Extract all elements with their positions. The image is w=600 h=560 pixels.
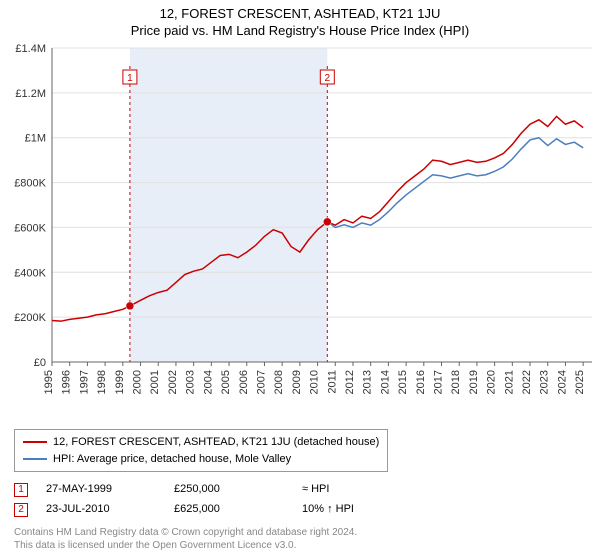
svg-text:2012: 2012 <box>344 370 356 394</box>
copyright-line: Contains HM Land Registry data © Crown c… <box>14 526 586 539</box>
transaction-date: 23-JUL-2010 <box>46 500 156 520</box>
svg-text:2006: 2006 <box>238 370 250 394</box>
svg-text:2016: 2016 <box>415 370 427 394</box>
svg-text:2022: 2022 <box>521 370 533 394</box>
svg-text:2002: 2002 <box>167 370 179 394</box>
copyright: Contains HM Land Registry data © Crown c… <box>14 526 586 552</box>
chart-title: 12, FOREST CRESCENT, ASHTEAD, KT21 1JU <box>0 0 600 21</box>
chart-svg: £0 £200K £400K £600K £800K £1M £1.2M £1.4M 1995 1… <box>0 42 600 425</box>
svg-text:2: 2 <box>325 73 331 84</box>
transaction-row: 1 27-MAY-1999 £250,000 ≈ HPI <box>14 480 586 500</box>
svg-text:1995: 1995 <box>43 370 55 394</box>
svg-text:£600K: £600K <box>14 222 46 234</box>
transaction-row: 2 23-JUL-2010 £625,000 10% ↑ HPI <box>14 500 586 520</box>
svg-text:2014: 2014 <box>379 370 391 394</box>
svg-text:2025: 2025 <box>574 370 586 394</box>
svg-text:2018: 2018 <box>450 370 462 394</box>
svg-text:2000: 2000 <box>132 370 144 394</box>
svg-text:£400K: £400K <box>14 267 46 279</box>
svg-text:1996: 1996 <box>61 370 73 394</box>
transaction-delta: ≈ HPI <box>302 480 329 500</box>
svg-text:2013: 2013 <box>362 370 374 394</box>
transaction-list: 1 27-MAY-1999 £250,000 ≈ HPI 2 23-JUL-20… <box>14 480 586 520</box>
svg-text:2024: 2024 <box>556 370 568 394</box>
svg-text:1999: 1999 <box>114 370 126 394</box>
svg-text:£200K: £200K <box>14 312 46 324</box>
transaction-delta: 10% ↑ HPI <box>302 500 354 520</box>
svg-text:£1.2M: £1.2M <box>15 88 46 100</box>
svg-text:£800K: £800K <box>14 178 46 190</box>
svg-text:1997: 1997 <box>78 370 90 394</box>
legend: 12, FOREST CRESCENT, ASHTEAD, KT21 1JU (… <box>14 429 388 472</box>
copyright-line: This data is licensed under the Open Gov… <box>14 539 586 552</box>
svg-text:2003: 2003 <box>185 370 197 394</box>
legend-swatch-hpi <box>23 458 47 460</box>
legend-label-hpi: HPI: Average price, detached house, Mole… <box>53 451 291 468</box>
transaction-date: 27-MAY-1999 <box>46 480 156 500</box>
svg-text:2010: 2010 <box>309 370 321 394</box>
legend-swatch-property <box>23 441 47 443</box>
svg-text:2019: 2019 <box>468 370 480 394</box>
chart-subtitle: Price paid vs. HM Land Registry's House … <box>0 21 600 42</box>
svg-text:2015: 2015 <box>397 370 409 394</box>
svg-text:£1M: £1M <box>25 133 46 145</box>
svg-text:2009: 2009 <box>291 370 303 394</box>
svg-text:2021: 2021 <box>503 370 515 394</box>
transaction-badge: 2 <box>14 503 28 517</box>
svg-text:2004: 2004 <box>202 370 214 394</box>
svg-text:£1.4M: £1.4M <box>15 43 46 55</box>
svg-text:2001: 2001 <box>149 370 161 394</box>
transaction-badge: 1 <box>14 483 28 497</box>
svg-text:2008: 2008 <box>273 370 285 394</box>
svg-text:£0: £0 <box>34 357 46 369</box>
svg-text:2020: 2020 <box>486 370 498 394</box>
svg-text:2005: 2005 <box>220 370 232 394</box>
svg-text:2017: 2017 <box>433 370 445 394</box>
svg-text:2023: 2023 <box>539 370 551 394</box>
svg-text:2007: 2007 <box>255 370 267 394</box>
svg-text:1: 1 <box>127 73 133 84</box>
transaction-price: £250,000 <box>174 480 284 500</box>
chart-area: £0 £200K £400K £600K £800K £1M £1.2M £1.4M 1995 1… <box>0 42 600 425</box>
legend-label-property: 12, FOREST CRESCENT, ASHTEAD, KT21 1JU (… <box>53 434 379 451</box>
transaction-price: £625,000 <box>174 500 284 520</box>
svg-text:2011: 2011 <box>326 370 338 394</box>
svg-text:1998: 1998 <box>96 370 108 394</box>
